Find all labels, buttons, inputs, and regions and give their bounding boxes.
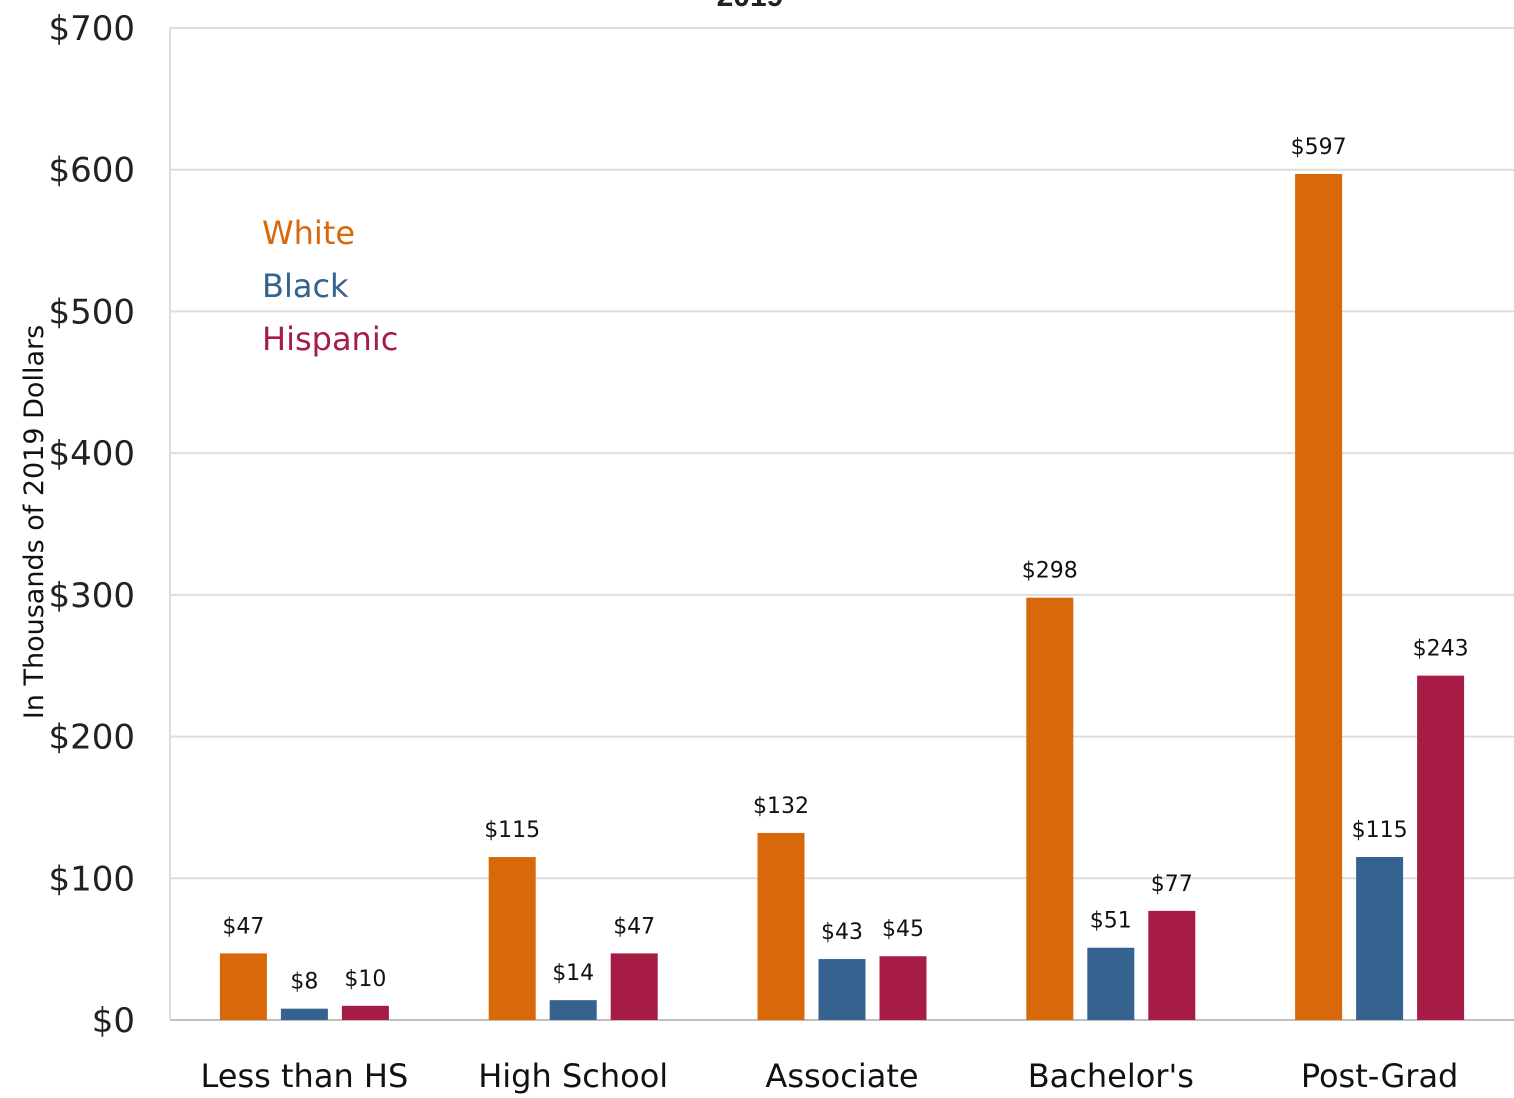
data-label: $47: [222, 914, 264, 939]
x-category-label: Post-Grad: [1301, 1057, 1459, 1095]
y-tick-label: $500: [48, 292, 135, 332]
bar-white: [488, 857, 536, 1020]
y-axis-title: In Thousands of 2019 Dollars: [19, 325, 50, 719]
bar-black: [1356, 857, 1404, 1020]
y-tick-label: $700: [48, 9, 135, 49]
x-category-label: High School: [478, 1057, 668, 1095]
bar-black: [280, 1008, 328, 1020]
data-label: $132: [753, 794, 809, 819]
bar-white: [1295, 173, 1343, 1021]
bar-hispanic: [1148, 910, 1196, 1020]
legend-item-white: White: [262, 214, 355, 252]
data-label: $51: [1090, 909, 1132, 934]
y-axis-ticks: $0 $100 $200 $300 $400 $500 $600 $700: [48, 9, 135, 1041]
legend-item-hispanic: Hispanic: [262, 320, 398, 358]
legend: White Black Hispanic: [262, 214, 398, 358]
data-label: $45: [882, 917, 924, 942]
y-tick-label: $100: [48, 859, 135, 899]
data-label: $243: [1413, 637, 1469, 662]
bar-black: [1087, 947, 1135, 1020]
data-label: $14: [552, 961, 594, 986]
y-tick-label: $300: [48, 576, 135, 616]
bar-hispanic: [610, 953, 658, 1020]
data-labels: $47 $8 $10 $115 $14 $47 $132 $43 $45 $298 $51 $77 $5…: [222, 135, 1468, 995]
bars: [219, 173, 1465, 1021]
data-label: $47: [613, 914, 655, 939]
y-tick-label: $400: [48, 434, 135, 474]
legend-item-black: Black: [262, 267, 349, 305]
y-tick-label: $600: [48, 151, 135, 191]
data-label: $115: [484, 818, 540, 843]
y-tick-label: $200: [48, 718, 135, 758]
data-label: $115: [1352, 818, 1408, 843]
bar-white: [219, 953, 267, 1020]
x-category-label: Bachelor's: [1028, 1057, 1194, 1095]
bar-black: [549, 1000, 597, 1020]
data-label: $43: [821, 920, 863, 945]
chart-title: 2019: [600, 0, 900, 14]
bar-white: [757, 832, 805, 1020]
x-axis-categories: Less than HS High School Associate Bachelor…: [201, 1057, 1459, 1095]
x-category-label: Less than HS: [201, 1057, 409, 1095]
data-label: $10: [344, 967, 386, 992]
bar-hispanic: [341, 1005, 389, 1020]
bar-black: [818, 959, 866, 1020]
data-label: $298: [1022, 559, 1078, 584]
bar-white: [1026, 597, 1074, 1020]
bar-hispanic: [1417, 675, 1465, 1020]
data-label: $597: [1291, 135, 1347, 160]
x-category-label: Associate: [765, 1057, 918, 1095]
bar-hispanic: [879, 956, 927, 1020]
data-label: $77: [1151, 872, 1193, 897]
y-tick-label: $0: [92, 1001, 135, 1041]
data-label: $8: [290, 970, 318, 995]
